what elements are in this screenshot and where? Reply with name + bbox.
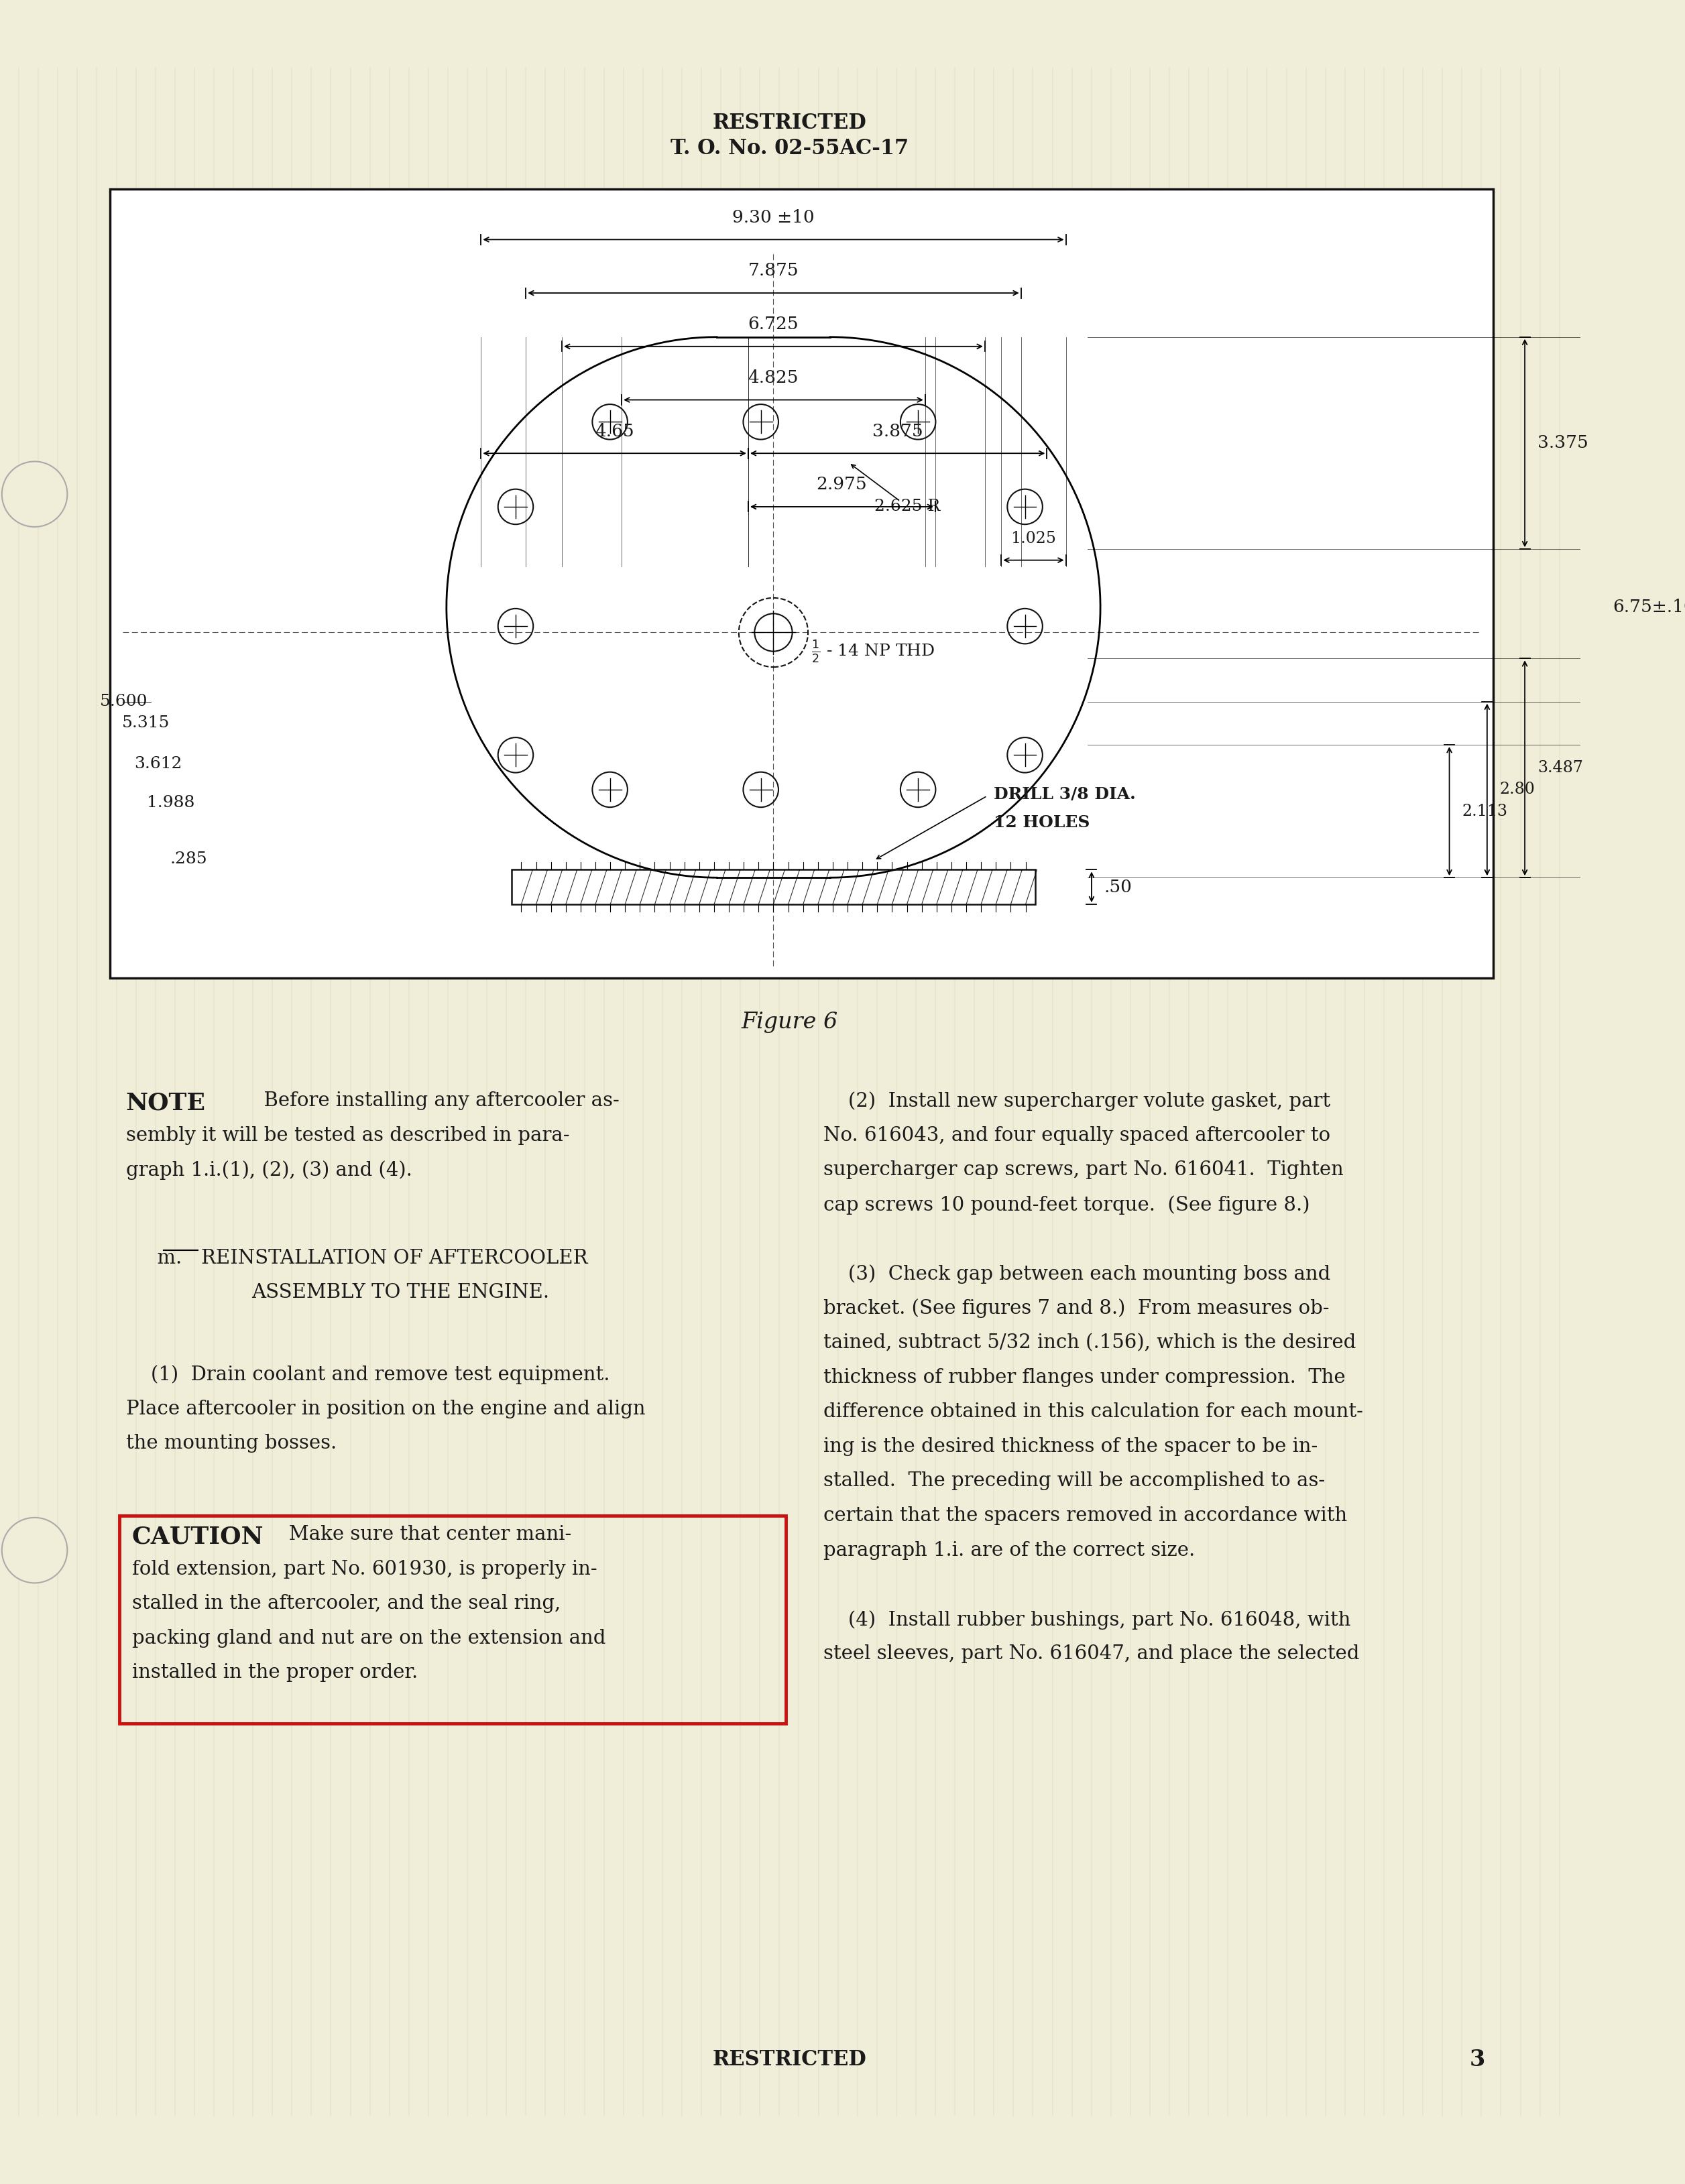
Text: 9.30 ±10: 9.30 ±10 — [733, 210, 814, 225]
Text: the mounting bosses.: the mounting bosses. — [126, 1435, 337, 1452]
Text: 6.75±.10: 6.75±.10 — [1613, 598, 1685, 616]
Text: supercharger cap screws, part No. 616041.  Tighten: supercharger cap screws, part No. 616041… — [824, 1160, 1345, 1179]
Text: 5.600: 5.600 — [99, 695, 148, 710]
Text: thickness of rubber flanges under compression.  The: thickness of rubber flanges under compre… — [824, 1367, 1346, 1387]
Text: ASSEMBLY TO THE ENGINE.: ASSEMBLY TO THE ENGINE. — [251, 1284, 549, 1302]
Text: DRILL 3/8 DIA.: DRILL 3/8 DIA. — [994, 786, 1136, 802]
Text: 2.625 R: 2.625 R — [875, 498, 940, 515]
Text: 4.65: 4.65 — [595, 424, 634, 439]
Text: (1)  Drain coolant and remove test equipment.: (1) Drain coolant and remove test equipm… — [126, 1365, 610, 1385]
Text: 2.975: 2.975 — [817, 476, 868, 494]
Text: m.: m. — [145, 1249, 182, 1267]
Text: 2.80: 2.80 — [1500, 782, 1535, 797]
Text: 1.988: 1.988 — [147, 795, 195, 810]
Text: cap screws 10 pound-feet torque.  (See figure 8.): cap screws 10 pound-feet torque. (See fi… — [824, 1195, 1311, 1214]
Text: $\frac{1}{2}$ - 14 NP THD: $\frac{1}{2}$ - 14 NP THD — [810, 638, 935, 664]
Text: 4.825: 4.825 — [748, 369, 799, 387]
Text: sembly it will be tested as described in para-: sembly it will be tested as described in… — [126, 1127, 570, 1144]
Text: 12 HOLES: 12 HOLES — [994, 815, 1090, 830]
Text: No. 616043, and four equally spaced aftercooler to: No. 616043, and four equally spaced afte… — [824, 1127, 1331, 1144]
Text: 2.113: 2.113 — [1463, 804, 1508, 819]
Circle shape — [2, 1518, 67, 1583]
Text: paragraph 1.i. are of the correct size.: paragraph 1.i. are of the correct size. — [824, 1542, 1195, 1559]
Text: installed in the proper order.: installed in the proper order. — [131, 1664, 418, 1682]
Text: stalled.  The preceding will be accomplished to as-: stalled. The preceding will be accomplis… — [824, 1472, 1326, 1489]
Text: 3.875: 3.875 — [873, 424, 923, 439]
Text: CAUTION: CAUTION — [131, 1524, 265, 1548]
Text: Figure 6: Figure 6 — [741, 1011, 837, 1033]
Text: 3: 3 — [1469, 2049, 1486, 2070]
Text: 3.375: 3.375 — [1537, 435, 1589, 452]
Text: 7.875: 7.875 — [748, 262, 799, 280]
Text: packing gland and nut are on the extension and: packing gland and nut are on the extensi… — [131, 1629, 605, 1647]
Text: .285: .285 — [170, 852, 207, 867]
Text: REINSTALLATION OF AFTERCOOLER: REINSTALLATION OF AFTERCOOLER — [201, 1249, 588, 1267]
Bar — [110, 190, 1493, 978]
Bar — [512, 869, 1035, 904]
Text: difference obtained in this calculation for each mount-: difference obtained in this calculation … — [824, 1402, 1363, 1422]
Text: ing is the desired thickness of the spacer to be in-: ing is the desired thickness of the spac… — [824, 1437, 1318, 1457]
Text: 1.025: 1.025 — [1011, 531, 1056, 546]
Text: certain that the spacers removed in accordance with: certain that the spacers removed in acco… — [824, 1507, 1348, 1524]
Text: 6.725: 6.725 — [748, 317, 799, 332]
Text: 5.315: 5.315 — [121, 716, 170, 732]
Text: bracket. (See figures 7 and 8.)  From measures ob-: bracket. (See figures 7 and 8.) From mea… — [824, 1299, 1329, 1319]
Text: 3.612: 3.612 — [135, 756, 182, 771]
Text: (2)  Install new supercharger volute gasket, part: (2) Install new supercharger volute gask… — [824, 1092, 1331, 1112]
Text: (3)  Check gap between each mounting boss and: (3) Check gap between each mounting boss… — [824, 1265, 1331, 1284]
Text: RESTRICTED: RESTRICTED — [713, 114, 866, 133]
Text: RESTRICTED: RESTRICTED — [713, 2049, 866, 2070]
Text: Make sure that center mani-: Make sure that center mani- — [270, 1524, 571, 1544]
Text: stalled in the aftercooler, and the seal ring,: stalled in the aftercooler, and the seal… — [131, 1594, 561, 1614]
Text: .50: .50 — [1104, 878, 1132, 895]
Text: NOTE: NOTE — [126, 1092, 206, 1114]
Text: fold extension, part No. 601930, is properly in-: fold extension, part No. 601930, is prop… — [131, 1559, 596, 1579]
Circle shape — [2, 461, 67, 526]
Text: graph 1.i.(1), (2), (3) and (4).: graph 1.i.(1), (2), (3) and (4). — [126, 1160, 413, 1179]
Text: steel sleeves, part No. 616047, and place the selected: steel sleeves, part No. 616047, and plac… — [824, 1645, 1360, 1664]
Text: tained, subtract 5/32 inch (.156), which is the desired: tained, subtract 5/32 inch (.156), which… — [824, 1334, 1356, 1352]
Text: Before installing any aftercooler as-: Before installing any aftercooler as- — [251, 1092, 620, 1109]
Bar — [120, 1516, 785, 1723]
Text: Place aftercooler in position on the engine and align: Place aftercooler in position on the eng… — [126, 1400, 645, 1417]
Text: (4)  Install rubber bushings, part No. 616048, with: (4) Install rubber bushings, part No. 61… — [824, 1610, 1351, 1629]
Text: T. O. No. 02-55AC-17: T. O. No. 02-55AC-17 — [671, 138, 908, 159]
Text: 3.487: 3.487 — [1537, 760, 1582, 775]
